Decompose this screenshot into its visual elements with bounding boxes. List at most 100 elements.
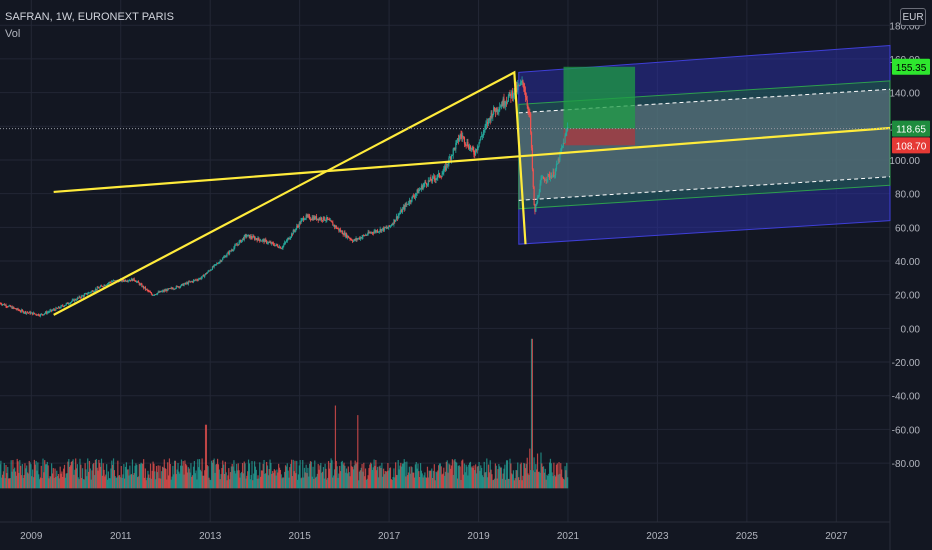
candle-body bbox=[311, 217, 313, 220]
candle-body bbox=[267, 242, 269, 243]
volume-bar bbox=[496, 478, 498, 489]
zigzag-trendline bbox=[53, 70, 527, 316]
volume-bar bbox=[346, 473, 349, 489]
candle-body bbox=[404, 204, 406, 210]
candle-body bbox=[88, 292, 91, 294]
volume-bar bbox=[90, 479, 92, 489]
volume-bar bbox=[401, 463, 404, 489]
volume-bar bbox=[553, 462, 555, 489]
volume-bar bbox=[8, 478, 11, 489]
candle-body bbox=[450, 157, 452, 160]
candle-body bbox=[205, 273, 208, 275]
volume-bar bbox=[208, 477, 210, 489]
candle-body bbox=[564, 135, 566, 143]
candle-body bbox=[69, 303, 71, 305]
volume-bar bbox=[391, 479, 393, 489]
candle-body bbox=[462, 136, 464, 138]
x-tick-label: 2017 bbox=[378, 531, 401, 542]
candle-body bbox=[510, 93, 512, 99]
volume-bar bbox=[341, 460, 343, 489]
volume-bar bbox=[367, 475, 369, 489]
volume-bar bbox=[423, 475, 425, 489]
volume-bar bbox=[523, 462, 525, 489]
candle-body bbox=[504, 104, 506, 106]
symbol-title[interactable]: SAFRAN, 1W, EURONEXT PARIS bbox=[5, 11, 174, 23]
candle-body bbox=[194, 279, 196, 281]
volume-bar bbox=[556, 463, 558, 489]
candle-body bbox=[551, 175, 553, 178]
volume-bar bbox=[223, 474, 226, 489]
volume-bar bbox=[442, 473, 444, 489]
volume-bar bbox=[247, 471, 249, 489]
long-trendline bbox=[53, 126, 891, 194]
volume-bar bbox=[447, 472, 449, 489]
candle-body bbox=[371, 232, 374, 233]
candle-body bbox=[530, 113, 532, 133]
candle-body bbox=[27, 312, 29, 314]
volume-bar bbox=[93, 463, 95, 489]
candle-body bbox=[476, 148, 478, 151]
candle-body bbox=[0, 303, 2, 305]
candle-body bbox=[524, 88, 526, 92]
volume-bar bbox=[385, 471, 387, 489]
candle-body bbox=[228, 252, 230, 254]
candle-body bbox=[318, 218, 320, 221]
volume-bar bbox=[32, 477, 35, 489]
volume-bar bbox=[399, 465, 401, 489]
candle-body bbox=[157, 291, 159, 293]
volume-bar bbox=[288, 477, 290, 489]
volume-bar bbox=[530, 338, 533, 489]
volume-indicator-label[interactable]: Vol bbox=[5, 28, 21, 40]
volume-bar bbox=[285, 466, 288, 489]
volume-bar bbox=[413, 477, 416, 489]
volume-bar bbox=[479, 470, 481, 489]
candle-body bbox=[244, 235, 246, 236]
volume-bar bbox=[506, 460, 509, 489]
candle-body bbox=[303, 218, 305, 221]
candle-body bbox=[491, 112, 493, 118]
volume-bar bbox=[203, 475, 205, 489]
volume-bar bbox=[211, 462, 214, 489]
volume-bar bbox=[314, 460, 316, 489]
volume-bar bbox=[200, 471, 202, 489]
candle-body bbox=[148, 291, 150, 292]
candle-body bbox=[395, 219, 397, 222]
volume-bar bbox=[316, 473, 318, 489]
volume-bar bbox=[329, 462, 331, 489]
volume-bar bbox=[305, 464, 307, 489]
volume-bar bbox=[300, 478, 302, 489]
volume-bar bbox=[84, 463, 86, 489]
volume-bar bbox=[220, 474, 222, 489]
candle-body bbox=[138, 282, 140, 285]
candle-body bbox=[290, 236, 292, 239]
candle-body bbox=[382, 227, 384, 230]
candle-body bbox=[114, 280, 116, 282]
x-tick-label: 2023 bbox=[646, 531, 669, 542]
candle-body bbox=[317, 218, 319, 221]
candle-body bbox=[522, 80, 524, 83]
volume-bar bbox=[160, 478, 162, 489]
volume-bar bbox=[558, 462, 560, 489]
currency-button[interactable]: EUR bbox=[900, 8, 926, 26]
volume-bar bbox=[370, 462, 372, 489]
candle-body bbox=[79, 296, 81, 298]
volume-bar bbox=[487, 477, 489, 489]
volume-bar bbox=[4, 478, 6, 489]
volume-bar bbox=[284, 471, 286, 489]
candle-body bbox=[486, 122, 488, 125]
candle-body bbox=[77, 297, 79, 299]
volume-bar bbox=[173, 474, 175, 489]
volume-bar bbox=[363, 462, 365, 489]
candle-body bbox=[223, 257, 225, 259]
volume-bar bbox=[339, 465, 341, 489]
candle-body bbox=[214, 264, 216, 266]
candle-body bbox=[207, 270, 209, 273]
volume-bar bbox=[26, 465, 28, 489]
volume-bar bbox=[171, 476, 173, 489]
volume-bar bbox=[418, 471, 420, 489]
volume-bar bbox=[234, 470, 236, 489]
volume-bar bbox=[562, 478, 564, 489]
volume-bar bbox=[548, 473, 550, 489]
